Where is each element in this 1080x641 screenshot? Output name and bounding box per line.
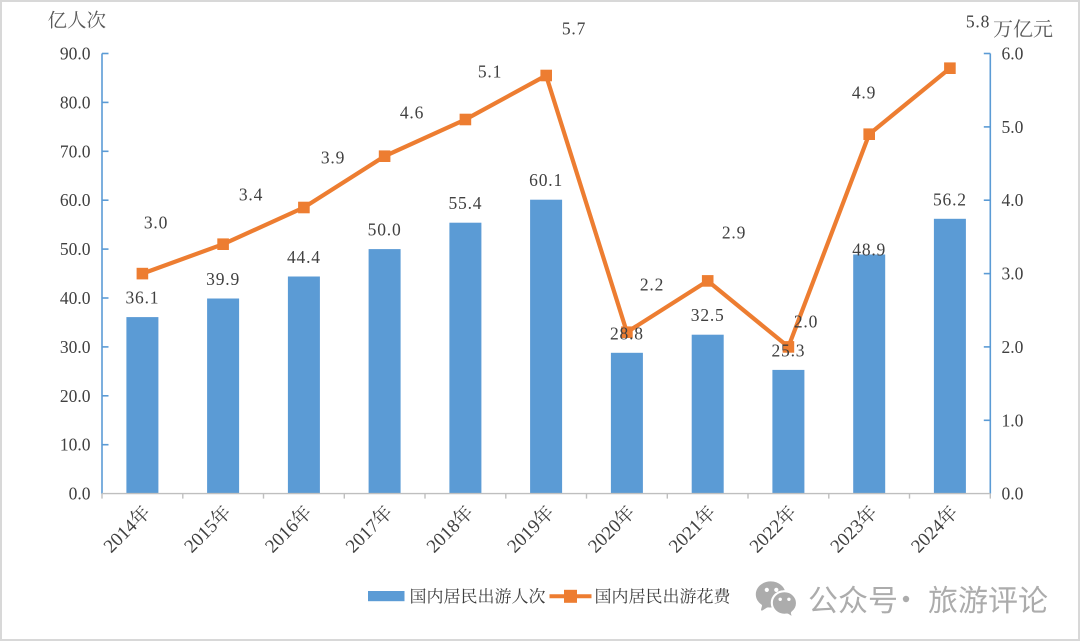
svg-text:4.9: 4.9 [852,83,876,103]
svg-text:32.5: 32.5 [691,305,725,325]
svg-text:5.1: 5.1 [478,62,502,82]
svg-text:60.0: 60.0 [60,190,91,210]
svg-text:2.9: 2.9 [722,223,746,243]
svg-text:3.9: 3.9 [321,148,345,168]
svg-text:0.0: 0.0 [69,484,91,504]
svg-text:55.4: 55.4 [448,193,482,213]
svg-text:4.6: 4.6 [400,103,424,123]
svg-text:2.2: 2.2 [640,275,664,295]
svg-text:5.7: 5.7 [562,19,586,39]
svg-text:0.0: 0.0 [1002,484,1024,504]
svg-text:4.0: 4.0 [1002,190,1024,210]
svg-text:80.0: 80.0 [60,92,91,112]
svg-text:50.0: 50.0 [60,239,91,259]
svg-text:50.0: 50.0 [368,220,402,240]
svg-text:20.0: 20.0 [60,386,91,406]
svg-text:48.9: 48.9 [852,240,886,260]
svg-text:40.0: 40.0 [60,288,91,308]
svg-text:2.0: 2.0 [1002,337,1024,357]
svg-text:1.0: 1.0 [1002,410,1024,430]
svg-text:56.2: 56.2 [933,189,967,209]
svg-text:90.0: 90.0 [60,44,91,64]
svg-text:3.0: 3.0 [144,213,168,233]
svg-text:36.1: 36.1 [125,288,159,308]
svg-text:5.8: 5.8 [966,12,990,32]
svg-text:10.0: 10.0 [60,435,91,455]
svg-text:44.4: 44.4 [287,247,321,267]
svg-text:3.0: 3.0 [1002,264,1024,284]
svg-text:28.8: 28.8 [610,323,644,343]
svg-text:70.0: 70.0 [60,141,91,161]
svg-text:25.3: 25.3 [771,340,805,360]
svg-text:5.0: 5.0 [1002,117,1024,137]
svg-text:6.0: 6.0 [1002,44,1024,64]
svg-text:30.0: 30.0 [60,337,91,357]
svg-text:39.9: 39.9 [206,269,240,289]
svg-text:2.0: 2.0 [794,312,818,332]
svg-text:3.4: 3.4 [239,185,263,205]
svg-text:60.1: 60.1 [529,170,563,190]
